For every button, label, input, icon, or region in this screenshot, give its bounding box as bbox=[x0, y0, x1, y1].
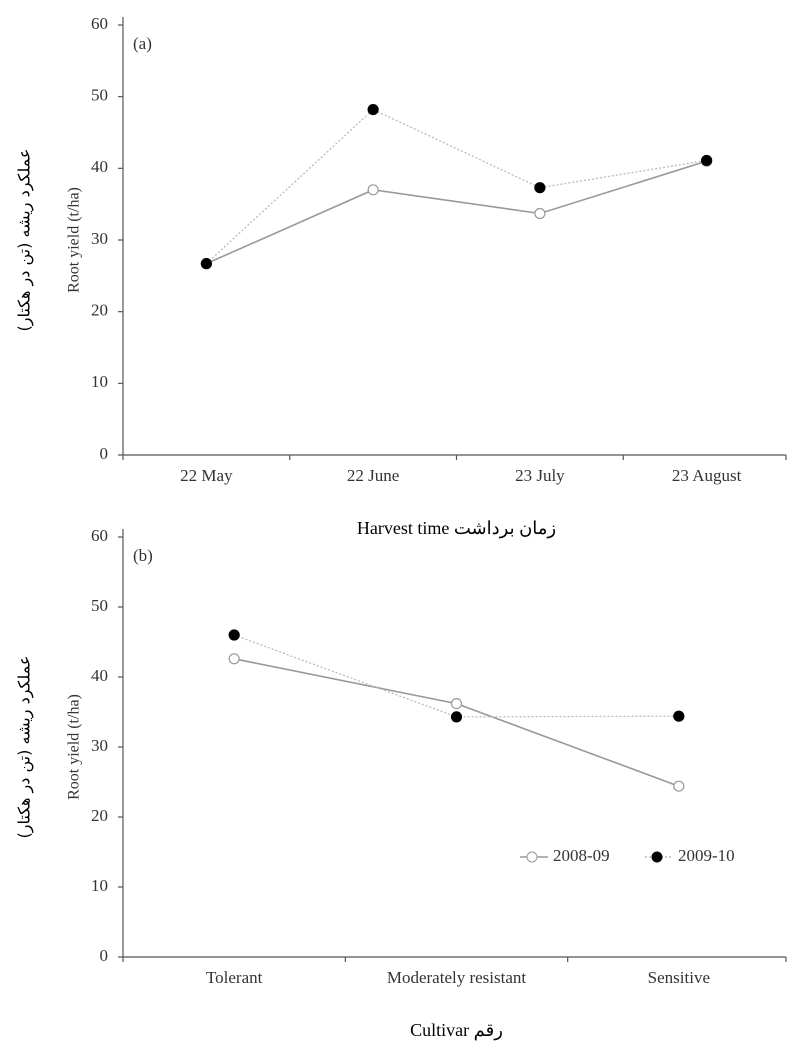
data-point bbox=[673, 710, 685, 722]
x-tick-label: 22 June bbox=[347, 466, 399, 485]
x-tick-label: Sensitive bbox=[648, 968, 710, 987]
y-tick-label: 30 bbox=[91, 736, 108, 755]
y-tick-label: 10 bbox=[91, 372, 108, 391]
legend-label: 2008-09 bbox=[553, 846, 610, 865]
x-tick-label: 23 July bbox=[515, 466, 565, 485]
x-tick-label: Moderately resistant bbox=[387, 968, 527, 987]
data-point bbox=[367, 103, 379, 116]
y-tick-label: 40 bbox=[91, 666, 108, 685]
x-tick-label: 22 May bbox=[180, 466, 233, 485]
data-point bbox=[534, 182, 546, 194]
data-point bbox=[228, 653, 240, 665]
y-axis-title: عملکرد ریشه (تن در هکتار) bbox=[15, 149, 35, 332]
data-point bbox=[450, 697, 463, 710]
legend-marker bbox=[651, 851, 663, 863]
y-axis-title: Root yield (t/ha) bbox=[66, 187, 83, 293]
x-tick-label: Tolerant bbox=[206, 968, 263, 987]
series-line bbox=[206, 160, 707, 265]
y-tick-label: 20 bbox=[91, 806, 108, 825]
data-point bbox=[534, 207, 546, 220]
data-point bbox=[701, 154, 713, 167]
y-axis-title: Root yield (t/ha) bbox=[66, 694, 83, 800]
x-tick-label: 23 August bbox=[672, 466, 742, 485]
data-point bbox=[228, 629, 240, 641]
y-tick-label: 40 bbox=[91, 157, 108, 176]
legend-label: 2009-10 bbox=[678, 846, 735, 865]
legend-marker bbox=[526, 851, 538, 863]
data-point bbox=[673, 780, 685, 792]
y-tick-label: 30 bbox=[91, 229, 108, 248]
x-axis-title: Harvest time زمان برداشت bbox=[357, 518, 556, 539]
data-point bbox=[200, 258, 212, 270]
y-tick-label: 10 bbox=[91, 876, 108, 895]
y-tick-label: 0 bbox=[100, 444, 109, 463]
panel-label: (b) bbox=[133, 546, 153, 565]
x-axis-title: Cultivar رقم bbox=[410, 1020, 503, 1041]
y-tick-label: 0 bbox=[100, 946, 109, 965]
data-point bbox=[367, 184, 379, 196]
panel-label: (a) bbox=[133, 34, 152, 53]
data-point bbox=[450, 711, 463, 723]
y-tick-label: 60 bbox=[91, 526, 108, 545]
y-tick-label: 60 bbox=[91, 14, 108, 33]
y-tick-label: 50 bbox=[91, 86, 108, 105]
y-tick-label: 20 bbox=[91, 301, 108, 320]
series-line bbox=[205, 108, 707, 265]
y-axis-title: عملکرد ریشه (تن در هکتار) bbox=[15, 656, 35, 839]
y-tick-label: 50 bbox=[91, 596, 108, 615]
